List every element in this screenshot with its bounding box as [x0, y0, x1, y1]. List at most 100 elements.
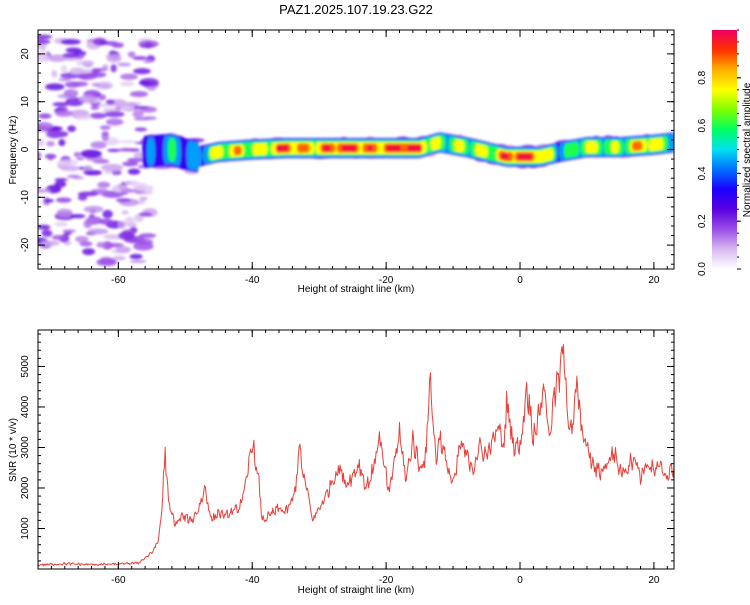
noise-blob: [90, 105, 100, 110]
spectrogram-xlabel: Height of straight line (km): [298, 284, 415, 295]
noise-blob: [134, 184, 154, 192]
spectrogram-x-tick-label: 0: [517, 275, 523, 286]
ridge-blob: [636, 140, 643, 151]
noise-blob: [38, 224, 51, 230]
noise-blob: [103, 170, 112, 175]
ridge-blob: [149, 136, 156, 166]
noise-blob: [67, 174, 80, 179]
noise-blob: [105, 118, 124, 126]
snr-series-line: [38, 344, 674, 567]
noise-blob: [63, 89, 79, 98]
noise-blob: [118, 231, 135, 241]
ridge-blob: [324, 144, 331, 152]
noise-blob: [47, 153, 54, 161]
noise-blob: [133, 109, 144, 119]
noise-blob: [67, 125, 76, 133]
noise-blob: [56, 159, 79, 166]
ridge-blob: [463, 139, 470, 155]
noise-blob: [104, 111, 125, 118]
snr-x-tick-label: 0: [517, 575, 523, 586]
spectrogram-x-tick-label: 20: [648, 275, 660, 286]
noise-blob: [87, 71, 107, 78]
ridge-blob: [395, 144, 402, 152]
noise-blob: [120, 105, 135, 110]
noise-blob: [82, 248, 96, 256]
ridge-blob: [261, 142, 268, 156]
ridge-blob: [641, 139, 648, 152]
noise-blob: [90, 141, 107, 149]
ridge-blob: [547, 148, 554, 161]
snr-y-tick-label: 2000: [20, 476, 31, 499]
spectrogram-y-tick-label: 20: [20, 48, 31, 60]
colorbar-tick-label: 0.6: [697, 118, 708, 132]
noise-blob: [83, 169, 103, 176]
noise-blob: [102, 64, 109, 70]
ridge-blob: [235, 145, 242, 156]
noise-blob: [133, 68, 151, 75]
noise-blob: [104, 242, 124, 248]
ridge-blob: [573, 141, 580, 157]
noise-blob: [124, 216, 135, 226]
noise-blob: [120, 73, 138, 80]
noise-blob: [38, 139, 45, 144]
noise-blob: [38, 113, 52, 119]
noise-blob: [117, 62, 131, 67]
spectrogram-ylabel: Frequency (Hz): [8, 116, 19, 185]
ridge-blob: [617, 139, 624, 155]
ridge-blob: [526, 153, 533, 161]
noise-blob: [106, 40, 118, 46]
ridge-blob: [308, 141, 315, 155]
noise-blob: [80, 149, 102, 159]
spectrogram-y-tick-label: -20: [20, 237, 31, 252]
noise-blob: [99, 218, 114, 225]
noise-blob: [129, 253, 143, 260]
noise-blob: [88, 214, 95, 218]
ridge-blob: [657, 137, 664, 151]
noise-blob: [118, 140, 138, 144]
ridge-blob: [502, 153, 509, 160]
noise-blob: [62, 52, 80, 58]
noise-blob: [147, 87, 156, 91]
snr-panel: -60 -40 -20 0 20 1000 2000 3000 4000 5000 Height …: [8, 329, 675, 596]
snr-y-tick-label: 5000: [20, 355, 31, 378]
colorbar-label: Normalized spectral amplitude: [742, 82, 750, 217]
noise-blob: [38, 143, 45, 147]
spectrogram-x-tick-label: -20: [379, 275, 394, 286]
noise-blob: [51, 234, 65, 240]
noise-blob: [132, 56, 147, 61]
snr-x-tick-label: -20: [379, 575, 394, 586]
ridge-blob: [174, 137, 181, 166]
ridge-blob: [613, 140, 620, 154]
noise-blob: [138, 199, 146, 205]
noise-blob: [69, 67, 85, 75]
noise-blob: [133, 242, 154, 251]
noise-blob: [38, 34, 53, 39]
noise-blob: [117, 220, 126, 229]
colorbar-tick-label: 0.8: [697, 70, 708, 84]
noise-blob: [55, 109, 73, 117]
ridge-blob: [591, 140, 599, 154]
ridge-blob: [507, 151, 514, 162]
ridge-blob: [282, 144, 289, 152]
ridge-blob: [662, 135, 669, 151]
noise-blob: [115, 198, 132, 203]
noise-blob: [38, 122, 54, 131]
snr-x-tick-label: 20: [648, 575, 660, 586]
noise-blob: [46, 54, 69, 62]
colorbar-ticks: 0.0 0.2 0.4 0.6 0.8: [697, 29, 741, 276]
noise-blob: [45, 83, 65, 91]
noise-blob: [129, 148, 140, 152]
spectrogram-blobs: [38, 34, 674, 267]
noise-blob: [120, 81, 135, 87]
noise-blob: [73, 115, 92, 120]
snr-ylabel: SNR (10 * v/v): [8, 418, 19, 482]
colorbar: 0.0 0.2 0.4 0.6 0.8 Normalized spectral ampl…: [697, 29, 750, 276]
snr-x-tick-label: -60: [111, 575, 126, 586]
noise-blob: [106, 53, 122, 63]
spectrogram-x-tick-label: -60: [111, 275, 126, 286]
noise-blob: [91, 82, 101, 87]
noise-blob: [143, 59, 153, 64]
snr-ticks: -60 -40 -20 0 20 1000 2000 3000 4000 5000: [20, 330, 674, 586]
